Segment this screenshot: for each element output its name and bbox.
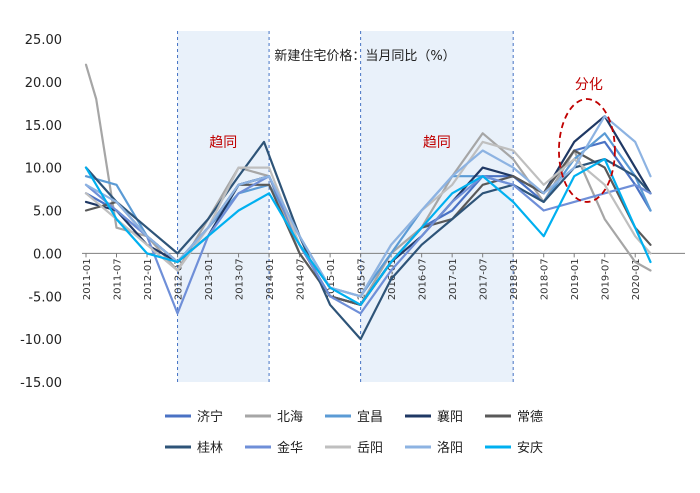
x-tick-label: 2017-07 [479, 258, 490, 300]
chart-title: 新建住宅价格：当月同比（%） [274, 48, 455, 64]
legend-item: 襄阳 [405, 409, 463, 425]
y-tick-label: -10.00 [20, 333, 62, 348]
x-tick-label: 2019-07 [601, 258, 612, 300]
x-tick-label: 2019-01 [570, 258, 581, 300]
y-tick-label: 20.00 [25, 76, 62, 91]
legend-label: 常德 [517, 410, 543, 425]
axes: 25.00 20.00 15.00 10.00 5.00 0.00 -5.00 -10.00 -… [20, 33, 685, 391]
x-tick-label: 2018-01 [509, 258, 520, 300]
legend-item: 常德 [485, 410, 543, 425]
legend-item: 岳阳 [325, 441, 383, 456]
x-tick-label: 2012-01 [143, 258, 154, 300]
x-tick-label: 2011-01 [82, 258, 93, 300]
period-label: 趋同 [209, 135, 237, 151]
legend-label: 宜昌 [357, 410, 383, 425]
y-tick-label: 15.00 [25, 119, 62, 134]
y-tick-label: 0.00 [33, 247, 62, 262]
y-tick-label: 5.00 [33, 205, 62, 220]
x-tick-label: 2012-07 [174, 258, 185, 300]
y-tick-label: -5.00 [28, 290, 62, 305]
legend-label: 金华 [277, 440, 303, 456]
x-tick-label: 2016-01 [387, 258, 398, 300]
legend-item: 金华 [245, 440, 303, 456]
y-tick-label: 10.00 [25, 162, 62, 177]
legend-label: 岳阳 [357, 441, 383, 456]
shaded-period-2 [360, 31, 514, 382]
x-tick-label: 2011-07 [113, 258, 124, 300]
x-tick-label: 2015-01 [326, 258, 337, 300]
x-tick-label: 2020-01 [631, 258, 642, 300]
legend-item: 宜昌 [325, 410, 383, 425]
shaded-periods: 趋同 趋同 [177, 31, 514, 382]
legend-item: 洛阳 [405, 441, 463, 456]
legend-label: 安庆 [517, 441, 543, 456]
legend-item: 桂林 [165, 441, 223, 456]
legend-item: 安庆 [485, 441, 543, 456]
x-tick-label: 2014-07 [296, 258, 307, 300]
divergence-label: 分化 [575, 77, 603, 93]
legend-item: 济宁 [165, 409, 223, 425]
legend-label: 襄阳 [437, 409, 463, 425]
legend-label: 济宁 [197, 409, 223, 425]
divergence-ellipse [558, 98, 616, 203]
y-tick-label: 25.00 [25, 33, 62, 48]
series-line-10 [84, 158, 652, 306]
legend-item: 北海 [245, 410, 303, 425]
x-tick-label: 2013-01 [204, 258, 215, 300]
legend-label: 洛阳 [437, 441, 463, 456]
y-tick-label: -15.00 [20, 376, 62, 391]
x-tick-label: 2016-07 [418, 258, 429, 300]
x-tick-label: 2014-01 [265, 258, 276, 300]
legend-label: 北海 [277, 410, 303, 425]
x-tick-label: 2017-01 [448, 258, 459, 300]
x-tick-label: 2018-07 [540, 258, 551, 300]
series-line-7 [84, 175, 652, 315]
annotations: 分化 [558, 77, 616, 203]
series-lines [84, 63, 652, 341]
x-tick-label: 2015-07 [357, 258, 368, 300]
x-tick-label: 2013-07 [235, 258, 246, 300]
legend-label: 桂林 [197, 441, 223, 456]
period-label: 趋同 [423, 135, 451, 151]
